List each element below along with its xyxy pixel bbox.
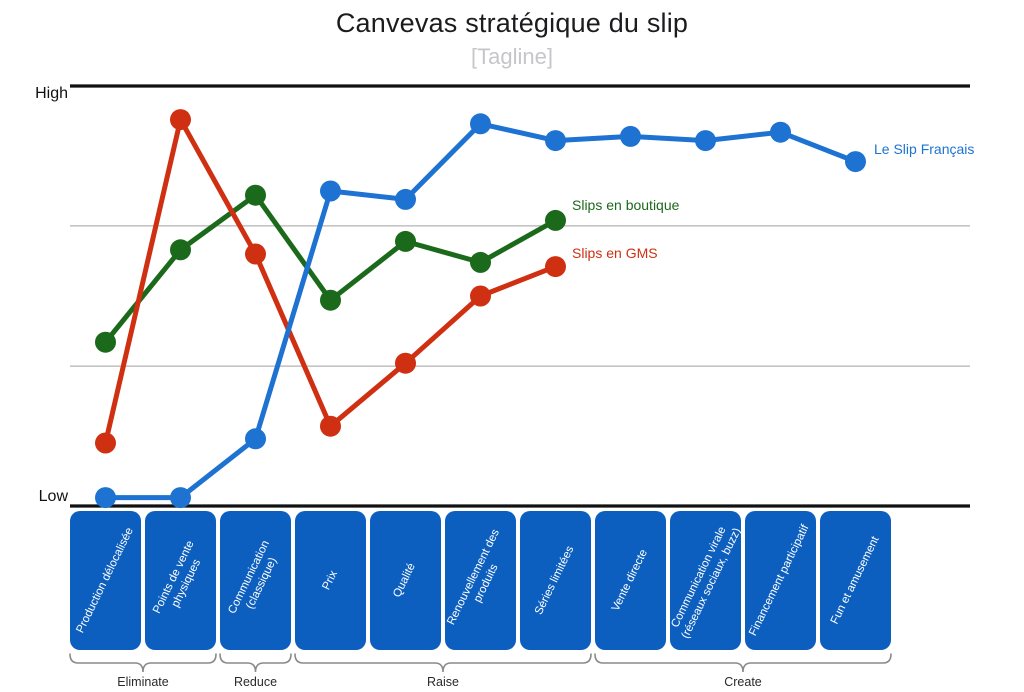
data-point [320,180,341,202]
data-point [245,184,266,206]
data-point [170,487,191,509]
category-box: Production délocalisée [70,511,141,650]
data-point [170,239,191,261]
category-label: Vente directe [609,547,650,613]
data-point [320,289,341,311]
series-label-le-slip-francais: Le Slip Français [874,141,975,157]
brace [219,653,292,673]
category-box: Points de vente physiques [145,511,216,650]
data-point [245,243,266,265]
group-label: Raise [427,675,459,689]
group-label: Create [724,675,762,689]
data-point [95,432,116,454]
category-label: Séries limitées [533,543,577,617]
category-box: Vente directe [595,511,666,650]
category-label: Prix [320,568,340,592]
category-box: Financement participatif [745,511,816,650]
data-point [470,113,491,135]
data-point [95,487,116,509]
category-box: Séries limitées [520,511,591,650]
category-box: Communication (classique) [220,511,291,650]
category-box: Renouvellement des produits [445,511,516,650]
category-label: Communication virale (réseaux sociaux, b… [669,524,743,641]
category-box: Fun et amusement [820,511,891,650]
category-box: Qualité [370,511,441,650]
data-point [545,256,566,278]
category-row: Production délocalisée Points de vente ph… [70,511,895,650]
data-point [845,151,866,173]
data-point [695,130,716,152]
data-point [170,109,191,131]
data-point [395,230,416,252]
y-axis-high-label: High [35,85,68,102]
data-point [770,121,791,143]
category-label: Points de vente physiques [150,538,203,616]
data-point [545,209,566,231]
category-box: Communication virale (réseaux sociaux, b… [669,511,743,650]
data-point [395,352,416,374]
data-point [245,428,266,450]
brace [69,653,217,673]
data-point [470,251,491,273]
brace [294,653,592,673]
category-label: Communication (classique) [225,538,279,616]
series-label-slips-en-gms: Slips en GMS [572,245,658,261]
data-point [95,331,116,353]
category-box: Prix [295,511,366,650]
chart-subtitle: [Tagline] [471,44,553,69]
data-point [620,125,641,147]
y-axis-low-label: Low [38,488,68,505]
chart-title: Canvevas stratégique du slip [335,8,689,38]
category-label: Financement participatif [747,522,812,638]
series-line [103,121,858,501]
category-label: Renouvellement des produits [445,527,503,627]
brace [594,653,892,673]
group-label: Reduce [234,675,277,689]
data-point [395,188,416,210]
category-label: Qualité [391,561,419,600]
category-label: Production délocalisée [74,525,136,635]
data-point [320,415,341,437]
series-label-slips-en-boutique: Slips en boutique [572,197,680,213]
data-point [545,130,566,152]
data-point [470,285,491,307]
series-line [103,117,558,446]
group-label: Eliminate [117,675,168,689]
category-label: Fun et amusement [828,534,882,626]
